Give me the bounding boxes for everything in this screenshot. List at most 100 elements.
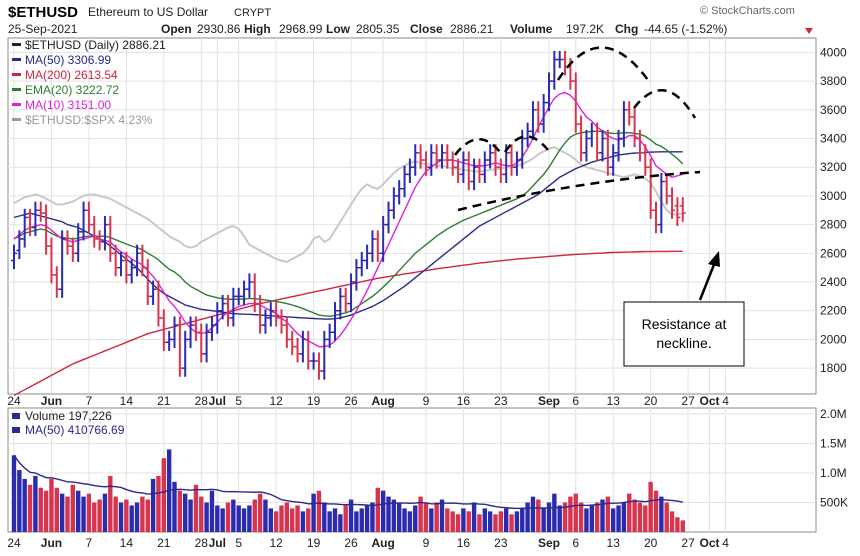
- volume-bar: [632, 499, 637, 532]
- volume-bar: [59, 493, 65, 532]
- right-shoulder-arc: [633, 89, 697, 119]
- price-tick-label: 3600: [820, 103, 847, 117]
- volume-bar: [43, 490, 49, 532]
- volume-bar: [338, 514, 343, 532]
- legend-entry: $ETHUSD:$SPX 4.23%: [25, 113, 153, 127]
- price-tick-label: 2800: [820, 218, 847, 232]
- volume-bar: [124, 499, 129, 532]
- legend-swatch: [12, 58, 21, 61]
- x-tick-label: 20: [644, 394, 658, 408]
- high-label: High: [244, 22, 271, 36]
- volume-tick-label: 2.0M: [820, 407, 847, 421]
- price-tick-label: 2200: [820, 304, 847, 318]
- volume-bar: [70, 484, 76, 532]
- volume-bar: [664, 502, 669, 532]
- x-tick-label: 26: [344, 394, 358, 408]
- volume-legend-entry: MA(50) 410766.69: [25, 423, 125, 437]
- volume-bar: [27, 484, 33, 532]
- volume-bar: [653, 490, 659, 532]
- x-tick-label: Oct: [699, 394, 719, 408]
- volume-bar: [145, 499, 150, 532]
- volume-bar: [102, 493, 108, 532]
- volume-bar: [407, 511, 413, 532]
- legend-entry: MA(50) 3306.99: [25, 53, 111, 67]
- volume-bar: [199, 496, 204, 532]
- x-tick-label: Jul: [209, 536, 226, 550]
- legend-swatch: [12, 103, 21, 106]
- x-tick-label: Sep: [538, 394, 560, 408]
- volume-bar: [455, 514, 461, 532]
- volume-bar: [263, 499, 268, 532]
- volume-bar: [177, 490, 183, 532]
- volume-bar: [33, 475, 38, 532]
- open-value: 2930.86: [197, 22, 241, 36]
- volume-bar: [311, 493, 316, 532]
- annotation-box: [623, 301, 745, 367]
- volume-bar: [129, 505, 134, 532]
- low-label: Low: [326, 22, 351, 36]
- volume-bar: [402, 508, 407, 532]
- x-tick-label: 19: [307, 394, 321, 408]
- volume-bar: [97, 499, 102, 532]
- volume-bar: [220, 508, 225, 532]
- volume-bar: [498, 511, 504, 532]
- price-tick-label: 3800: [820, 74, 847, 88]
- x-tick-label: 6: [572, 536, 579, 550]
- symbol-title: $ETHUSD: [8, 4, 78, 21]
- volume-bar: [594, 502, 600, 532]
- volume-bar: [466, 511, 471, 532]
- x-tick-label: 27: [681, 394, 695, 408]
- volume-bar: [295, 505, 300, 532]
- volume-bar: [86, 493, 92, 532]
- chg-label: Chg: [615, 22, 638, 36]
- volume-bar: [257, 493, 263, 532]
- volume-bar: [541, 508, 546, 532]
- volume-bar: [290, 508, 295, 532]
- volume-bar: [439, 499, 445, 532]
- volume-bar: [81, 496, 86, 532]
- volume-bar: [108, 475, 113, 532]
- x-tick-label: 5: [235, 394, 242, 408]
- x-tick-label: Jul: [209, 394, 226, 408]
- volume-bar: [193, 484, 199, 532]
- volume-bar: [215, 505, 220, 532]
- volume-bar: [343, 505, 348, 532]
- x-tick-label: 13: [607, 394, 621, 408]
- volume-bar: [616, 505, 621, 532]
- volume-bar: [134, 502, 140, 532]
- volume-bar: [150, 478, 156, 532]
- volume-bar: [509, 514, 514, 532]
- x-tick-label: 13: [607, 536, 621, 550]
- volume-bar: [17, 470, 22, 532]
- x-tick-label: 12: [269, 536, 283, 550]
- volume-bar: [188, 499, 193, 532]
- volume-bar: [118, 502, 124, 532]
- volume-bar: [252, 499, 257, 532]
- price-tick-label: 3000: [820, 189, 847, 203]
- volume-bar: [225, 502, 231, 532]
- volume-bar: [471, 502, 477, 532]
- volume-bar: [514, 511, 520, 532]
- volume-bar: [354, 511, 359, 532]
- volume-bar: [268, 508, 273, 532]
- x-tick-label: 4: [722, 536, 729, 550]
- volume-bar: [627, 493, 632, 532]
- x-tick-label: 14: [120, 394, 134, 408]
- x-tick-label: Sep: [538, 536, 560, 550]
- left-shoulder-arc-1: [454, 138, 501, 156]
- x-tick-label: 27: [681, 536, 695, 550]
- ema20-line: [13, 130, 684, 317]
- volume-bar: [386, 496, 391, 532]
- volume-bar: [204, 502, 209, 532]
- volume-bar: [284, 502, 290, 532]
- volume-bar: [643, 505, 648, 532]
- x-tick-label: 23: [494, 394, 508, 408]
- volume-bar: [300, 511, 306, 532]
- volume-bar: [161, 458, 166, 532]
- volume-bar: [546, 502, 552, 532]
- low-value: 2805.35: [356, 22, 400, 36]
- x-tick-label: 7: [86, 394, 93, 408]
- volume-bar: [316, 490, 322, 532]
- volume-bar: [589, 505, 594, 532]
